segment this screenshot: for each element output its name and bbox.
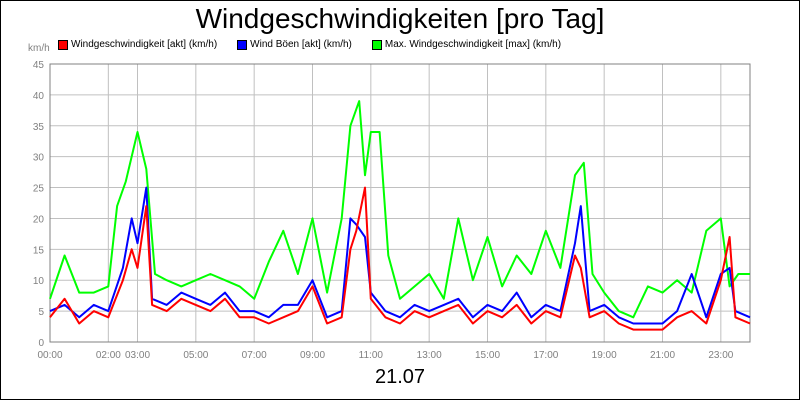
y-tick-label: 15 xyxy=(33,245,45,256)
legend-swatch-max xyxy=(371,39,382,50)
x-tick-label: 23:00 xyxy=(708,350,733,361)
y-tick-label: 40 xyxy=(33,91,45,102)
y-tick-label: 35 xyxy=(33,122,45,133)
y-tick-label: 45 xyxy=(33,60,45,71)
legend-swatch-speed xyxy=(58,39,68,50)
x-tick-label: 19:00 xyxy=(592,350,617,361)
x-tick-label: 13:00 xyxy=(417,350,442,361)
x-tick-label: 21:00 xyxy=(650,350,675,361)
series-line-0 xyxy=(49,186,751,331)
legend-label-speed: Windgeschwindigkeit [akt] (km/h) xyxy=(71,39,218,50)
chart-title: Windgeschwindigkeiten [pro Tag] xyxy=(195,3,605,34)
legend-label-max: Max. Windgeschwindigkeit [max] (km/h) xyxy=(384,39,562,50)
legend: Windgeschwindigkeit [akt] (km/h) Wind Bö… xyxy=(58,39,561,50)
plot-border xyxy=(49,63,751,343)
series-line-2 xyxy=(49,100,750,319)
x-axis-date-label: 21.07 xyxy=(374,366,426,388)
legend-item-gusts: Wind Böen [akt] (km/h) xyxy=(237,39,352,50)
y-tick-label: 5 xyxy=(38,307,44,318)
x-tick-label: 03:00 xyxy=(125,350,150,361)
x-tick-label: 11:00 xyxy=(359,350,384,361)
x-tick-label: 02:00 xyxy=(96,350,121,361)
y-tick-label: 0 xyxy=(38,338,44,349)
x-tick-label: 00:00 xyxy=(37,350,62,361)
legend-label-gusts: Wind Böen [akt] (km/h) xyxy=(250,39,352,50)
y-tick-label: 30 xyxy=(33,153,45,164)
x-tick-label: 07:00 xyxy=(242,350,267,361)
y-tick-label: 20 xyxy=(33,214,45,225)
legend-item-speed: Windgeschwindigkeit [akt] (km/h) xyxy=(58,39,217,50)
x-tick-label: 09:00 xyxy=(300,350,325,361)
legend-item-max: Max. Windgeschwindigkeit [max] (km/h) xyxy=(371,39,562,50)
legend-swatch-gusts xyxy=(237,39,248,50)
x-tick-label: 17:00 xyxy=(533,350,558,361)
y-tick-label: 10 xyxy=(33,276,45,287)
y-tick-label: 25 xyxy=(33,184,45,195)
x-tick-label: 05:00 xyxy=(183,350,208,361)
x-tick-label: 15:00 xyxy=(475,350,500,361)
y-axis-unit: km/h xyxy=(28,43,50,54)
